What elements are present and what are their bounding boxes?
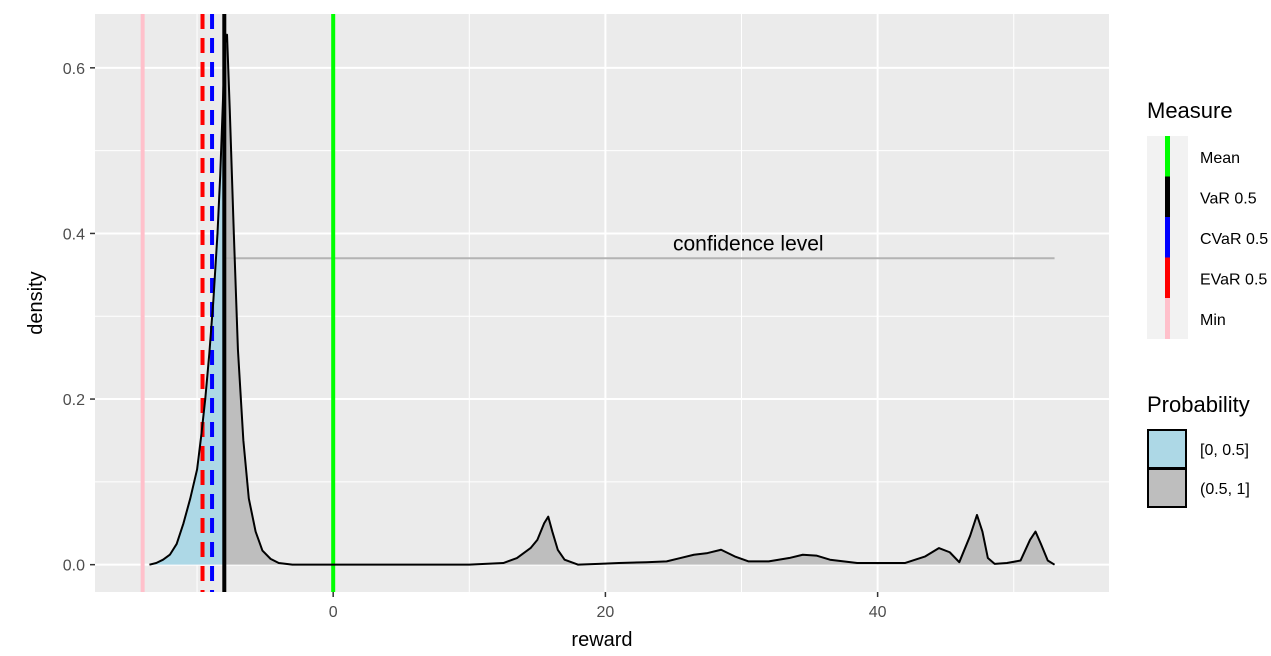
legend-measure-label: Mean (1200, 150, 1240, 167)
legend-measure-label: VaR 0.5 (1200, 191, 1257, 208)
legend-measure-title: Measure (1147, 98, 1233, 123)
legend-probability-label: (0.5, 1] (1200, 481, 1250, 498)
confidence-level-label: confidence level (673, 232, 824, 255)
legend-probability-key (1147, 468, 1187, 508)
y-tick-label: 0.4 (63, 226, 85, 243)
x-axis-title: reward (571, 629, 632, 651)
legend-measure-label: EVaR 0.5 (1200, 272, 1267, 289)
y-axis-title: density (25, 271, 47, 334)
y-tick-label: 0.0 (63, 558, 85, 575)
y-axis: 0.0 0.2 0.4 0.6 (63, 61, 95, 575)
legend-probability-key (1147, 429, 1187, 469)
measure-lines (140, 14, 336, 592)
y-tick-label: 0.2 (63, 392, 85, 409)
plot-panel (95, 14, 1109, 592)
x-tick-label: 20 (597, 604, 615, 621)
legend-probability-label: [0, 0.5] (1200, 442, 1249, 459)
density-areas (149, 34, 1055, 565)
x-tick-label: 40 (869, 604, 887, 621)
legend-measure-label: CVaR 0.5 (1200, 231, 1268, 248)
legend-measure-label: Min (1200, 312, 1226, 329)
density-outline (149, 33, 1056, 566)
x-tick-label: 0 (329, 604, 338, 621)
legend-measure: Measure Mean VaR 0.5 CVaR 0.5 EVaR 0.5 Min (1147, 98, 1268, 339)
x-axis: 0 20 40 (329, 592, 887, 621)
confidence-annotation: confidence level (224, 232, 1055, 260)
density-curve (149, 33, 1056, 566)
legend-probability: Probability [0, 0.5] (0.5, 1] (1147, 392, 1250, 508)
y-tick-label: 0.6 (63, 61, 85, 78)
area-lower-probability (149, 62, 225, 565)
minor-grid (95, 14, 1109, 592)
legend-probability-title: Probability (1147, 392, 1250, 417)
